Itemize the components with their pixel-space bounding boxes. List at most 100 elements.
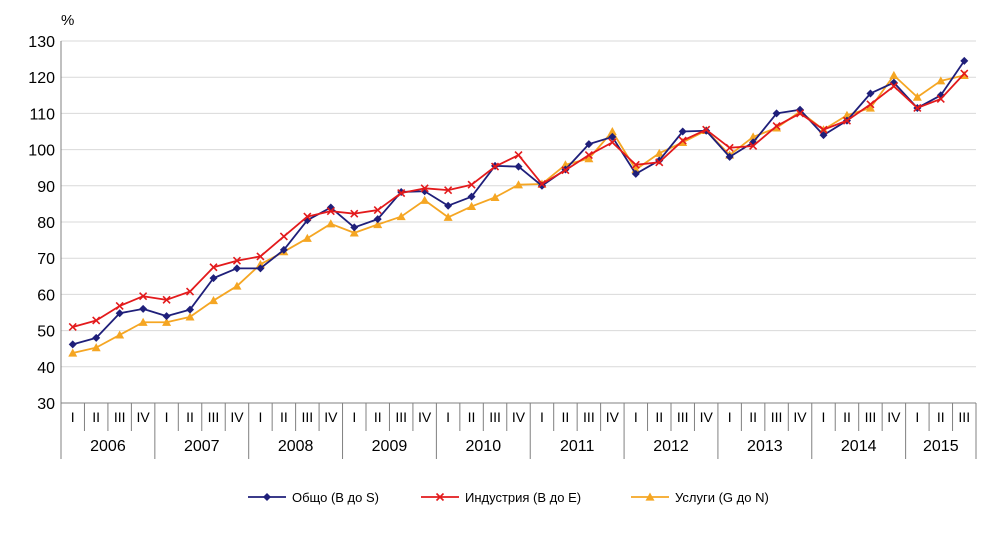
data-point [866,89,875,98]
data-point [772,123,782,132]
legend-label: Общо (B до S) [292,490,379,505]
data-point [444,201,453,210]
data-point [396,212,406,221]
data-point [350,223,359,232]
year-label: 2009 [372,438,408,455]
data-point [749,141,758,151]
legend-swatch-marker [435,492,445,502]
data-point [654,148,664,157]
year-label: 2015 [923,438,959,455]
series-line [72,60,966,346]
x-tick-label: III [583,409,595,425]
data-point [68,322,77,332]
y-tick-label: 50 [37,324,55,341]
data-point [490,162,500,171]
data-point [631,169,640,178]
y-tick-label: 120 [28,70,55,87]
x-tick-label: I [822,409,826,425]
series-1 [68,56,969,349]
x-tick-label: IV [700,409,714,425]
year-label: 2006 [90,438,126,455]
data-point [514,150,523,160]
data-point [115,301,124,311]
data-point [490,192,500,201]
data-point [162,317,172,326]
series-group [68,56,969,357]
x-tick-label: I [352,409,356,425]
data-point [279,232,288,241]
data-point [702,125,711,134]
x-tick-label: II [562,409,570,425]
y-axis: 30 40 50 60 70 80 90 100 110 120 130 [28,34,62,413]
x-tick-label: III [489,409,501,425]
data-point [584,140,593,149]
data-point [608,132,617,141]
data-point [256,264,265,273]
data-point [373,215,382,224]
data-point [795,109,805,118]
data-point [162,295,171,304]
x-tick-label: III [395,409,407,425]
data-point [678,136,687,145]
data-point [631,160,640,169]
data-point [608,138,617,147]
x-tick-label: III [677,409,689,425]
x-tick-label: II [92,409,100,425]
data-point [865,103,875,112]
data-point [420,195,430,204]
y-tick-label: 70 [37,251,55,268]
x-tick-label: II [468,409,476,425]
year-label: 2014 [841,438,877,455]
x-tick-label: III [114,409,126,425]
data-point [514,162,523,171]
data-point [162,312,171,321]
data-point [303,212,312,221]
data-point [960,69,969,78]
y-tick-label: 90 [37,179,55,196]
data-point [537,179,547,189]
data-point [467,201,477,211]
data-point [115,330,125,339]
year-label: 2011 [560,438,595,455]
data-point [444,186,453,195]
data-point [889,70,899,79]
data-point [584,150,593,160]
x-tick-label: I [258,409,262,425]
data-point [936,94,945,103]
data-point [725,143,734,152]
x-tick-label: IV [324,409,338,425]
y-tick-label: 110 [29,106,55,123]
series-line [72,74,965,354]
x-tick-label: I [728,409,732,425]
data-point [819,131,828,140]
data-point [326,207,335,216]
data-point [467,192,476,201]
data-point [772,122,781,131]
x-tick-label: IV [512,409,526,425]
data-point [561,166,570,175]
data-point [209,274,218,283]
x-tick-label: II [937,409,945,425]
x-tick-label: II [749,409,757,425]
year-label: 2007 [184,438,220,455]
gridlines [61,40,976,368]
x-tick-label: I [634,409,638,425]
x-tick-label: III [865,409,877,425]
x-tick-label: IV [230,409,244,425]
year-label: 2012 [653,438,689,455]
legend-item: Индустрия (B до E) [421,490,581,505]
data-point [678,127,687,136]
y-tick-label: 40 [37,360,55,377]
data-point [115,309,124,318]
legend-label: Индустрия (B до E) [465,490,581,505]
x-tick-label: I [915,409,919,425]
data-point [185,312,195,321]
data-point [373,205,382,215]
x-tick-label: III [958,409,970,425]
data-point [725,152,734,161]
year-label: 2010 [466,438,502,455]
data-point [185,287,195,296]
data-point [68,340,77,349]
data-point [772,109,781,118]
